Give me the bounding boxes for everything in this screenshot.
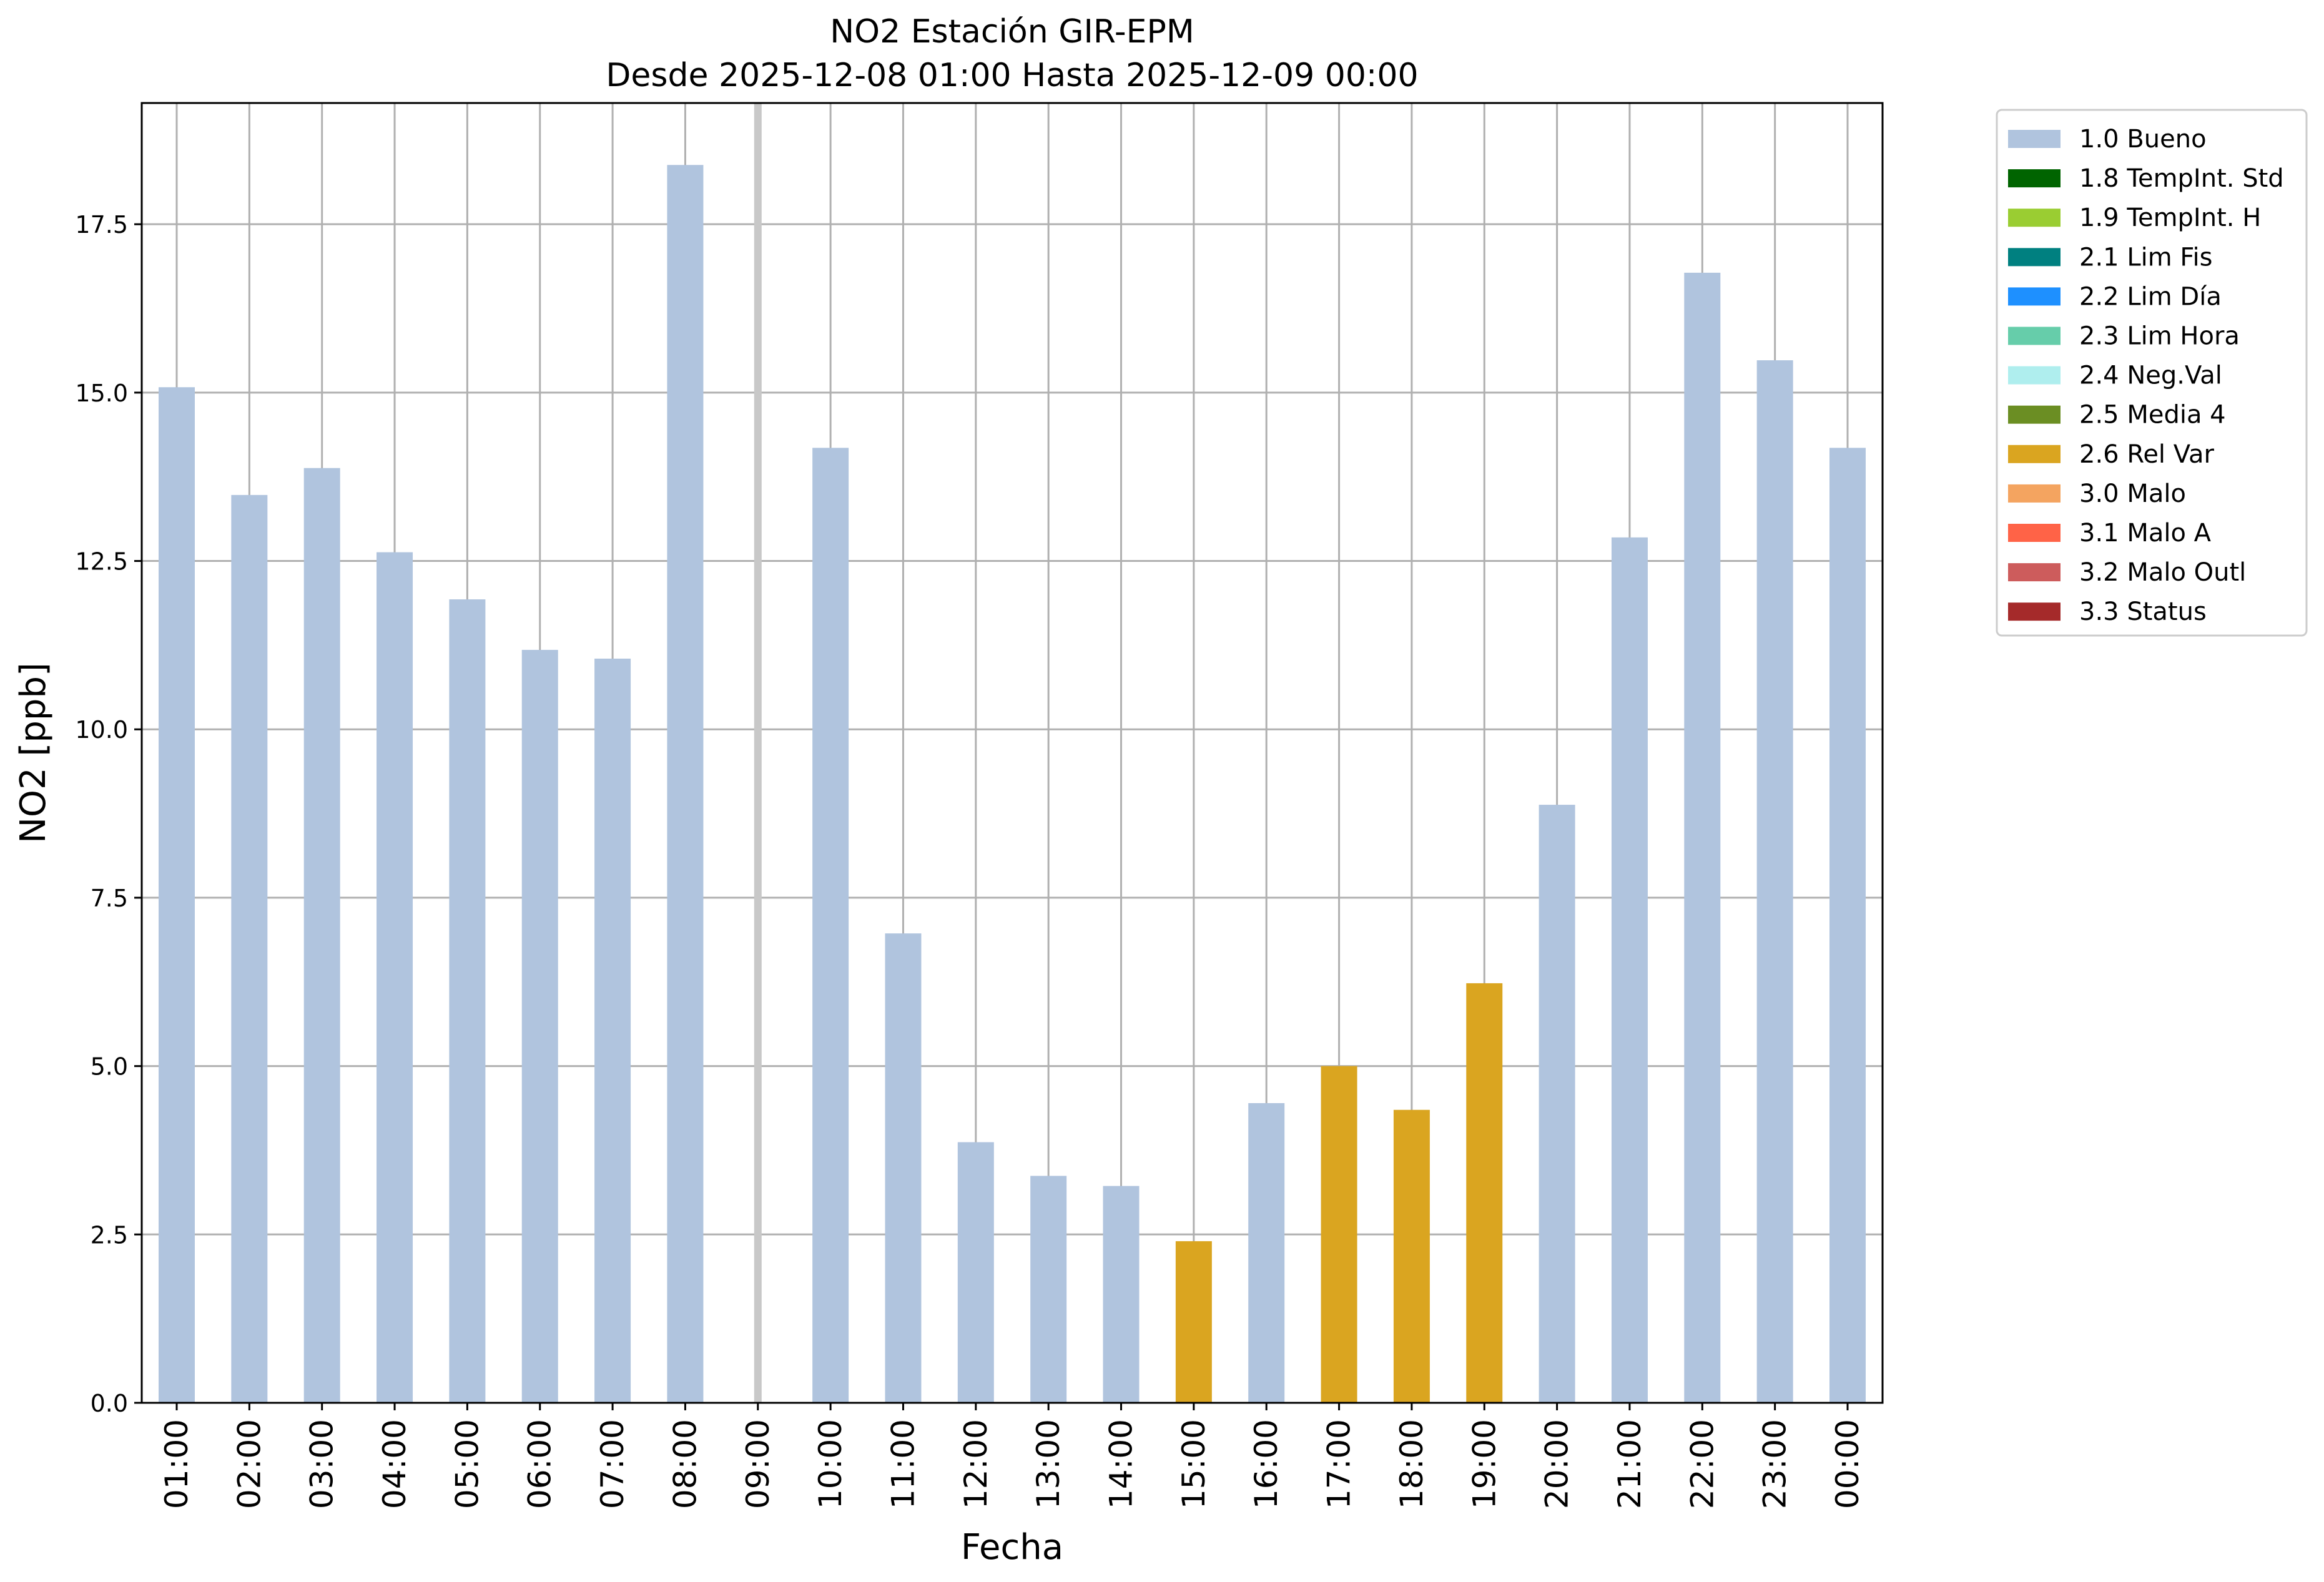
bar (377, 552, 413, 1403)
legend-label: 1.8 TempInt. Std (2079, 164, 2284, 193)
x-axis-label: Fecha (961, 1527, 1063, 1568)
legend-label: 2.5 Media 4 (2079, 401, 2226, 430)
legend-label: 2.4 Neg.Val (2079, 361, 2222, 390)
legend-label: 3.3 Status (2079, 597, 2207, 626)
bar (594, 658, 631, 1403)
x-tick-label: 00:00 (1829, 1419, 1866, 1509)
legend-frame (1996, 109, 2308, 637)
bar (1103, 1186, 1140, 1403)
legend-swatch (2008, 327, 2061, 345)
x-tick-label: 01:00 (159, 1419, 195, 1509)
chart-title-line2: Desde 2025-12-08 01:00 Hasta 2025-12-09 … (606, 57, 1418, 94)
bar (667, 165, 704, 1403)
legend-label: 1.0 Bueno (2079, 125, 2207, 154)
bars (159, 165, 1866, 1403)
y-axis-ticks: 0.0 2.5 5.0 7.5 10.0 12.5 15.0 17.5 (75, 211, 142, 1417)
x-tick-label: 06:00 (522, 1419, 558, 1509)
legend-label: 3.0 Malo (2079, 479, 2186, 508)
bar (1466, 983, 1503, 1403)
missing-data-markers (754, 103, 762, 1403)
y-tick-label: 17.5 (75, 211, 128, 238)
bar (231, 494, 268, 1403)
x-tick-label: 10:00 (812, 1419, 849, 1509)
legend-swatch (2008, 130, 2061, 148)
bar (1248, 1103, 1285, 1403)
legend-swatch (2008, 484, 2061, 503)
chart-title-line1: NO2 Estación GIR-EPM (830, 13, 1194, 51)
legend: 1.0 Bueno 1.8 TempInt. Std 1.9 TempInt. H 2… (1996, 109, 2308, 637)
y-tick-label: 5.0 (91, 1053, 128, 1081)
bar (1684, 272, 1721, 1403)
y-tick-label: 7.5 (91, 885, 128, 912)
legend-label: 3.1 Malo A (2079, 519, 2212, 548)
x-tick-label: 07:00 (594, 1419, 631, 1509)
legend-swatch (2008, 248, 2061, 267)
bar (1611, 537, 1648, 1403)
x-tick-label: 02:00 (231, 1419, 267, 1509)
y-tick-label: 15.0 (75, 380, 128, 407)
bar (1030, 1176, 1067, 1403)
legend-label: 2.6 Rel Var (2079, 440, 2215, 469)
x-tick-label: 20:00 (1539, 1419, 1575, 1509)
y-tick-label: 10.0 (75, 716, 128, 744)
x-tick-label: 13:00 (1030, 1419, 1066, 1509)
legend-swatch (2008, 405, 2061, 424)
y-tick-label: 2.5 (91, 1221, 128, 1249)
x-tick-label: 17:00 (1321, 1419, 1357, 1509)
bar (1756, 360, 1793, 1403)
legend-label: 1.9 TempInt. H (2079, 204, 2261, 232)
x-tick-label: 18:00 (1394, 1419, 1430, 1509)
x-tick-label: 12:00 (958, 1419, 994, 1509)
x-tick-label: 11:00 (885, 1419, 921, 1509)
x-tick-label: 21:00 (1612, 1419, 1648, 1509)
plot-frame (140, 102, 1884, 1404)
legend-swatch (2008, 169, 2061, 188)
bar (812, 448, 849, 1403)
legend-swatch (2008, 563, 2061, 582)
legend-swatch (2008, 287, 2061, 306)
legend-swatch (2008, 209, 2061, 227)
legend-swatch (2008, 366, 2061, 385)
x-tick-label: 22:00 (1684, 1419, 1720, 1509)
x-tick-label: 16:00 (1248, 1419, 1284, 1509)
x-tick-label: 05:00 (449, 1419, 485, 1509)
x-tick-label: 14:00 (1103, 1419, 1140, 1509)
bar (1539, 805, 1575, 1403)
bar (1829, 448, 1866, 1403)
x-axis-ticks: 01:00 02:00 03:00 04:00 05:00 06:00 07:00 08:00… (159, 1403, 1866, 1509)
legend-swatch (2008, 602, 2061, 621)
bar (303, 468, 340, 1403)
bar (159, 387, 195, 1403)
y-tick-label: 0.0 (91, 1390, 128, 1417)
y-axis-label: NO2 [ppb] (13, 662, 54, 843)
x-tick-label: 03:00 (304, 1419, 340, 1509)
legend-label: 2.3 Lim Hora (2079, 322, 2240, 351)
legend-label: 2.2 Lim Día (2079, 282, 2222, 311)
legend-label: 2.1 Lim Fis (2079, 243, 2212, 272)
bar (1393, 1109, 1430, 1403)
legend-swatch (2008, 524, 2061, 542)
legend-swatch (2008, 445, 2061, 463)
bar (885, 933, 922, 1403)
bar (1175, 1241, 1212, 1403)
x-tick-label: 19:00 (1466, 1419, 1502, 1509)
x-tick-label: 09:00 (740, 1419, 776, 1509)
x-tick-label: 08:00 (667, 1419, 703, 1509)
x-tick-label: 15:00 (1176, 1419, 1212, 1509)
x-tick-label: 04:00 (377, 1419, 413, 1509)
legend-label: 3.2 Malo Outl (2079, 558, 2246, 587)
bar (957, 1142, 994, 1403)
x-tick-label: 23:00 (1757, 1419, 1793, 1509)
missing-data-marker (754, 103, 762, 1403)
bar (1321, 1066, 1357, 1403)
y-tick-label: 12.5 (75, 548, 128, 576)
bar (521, 649, 558, 1403)
bar (449, 599, 486, 1403)
